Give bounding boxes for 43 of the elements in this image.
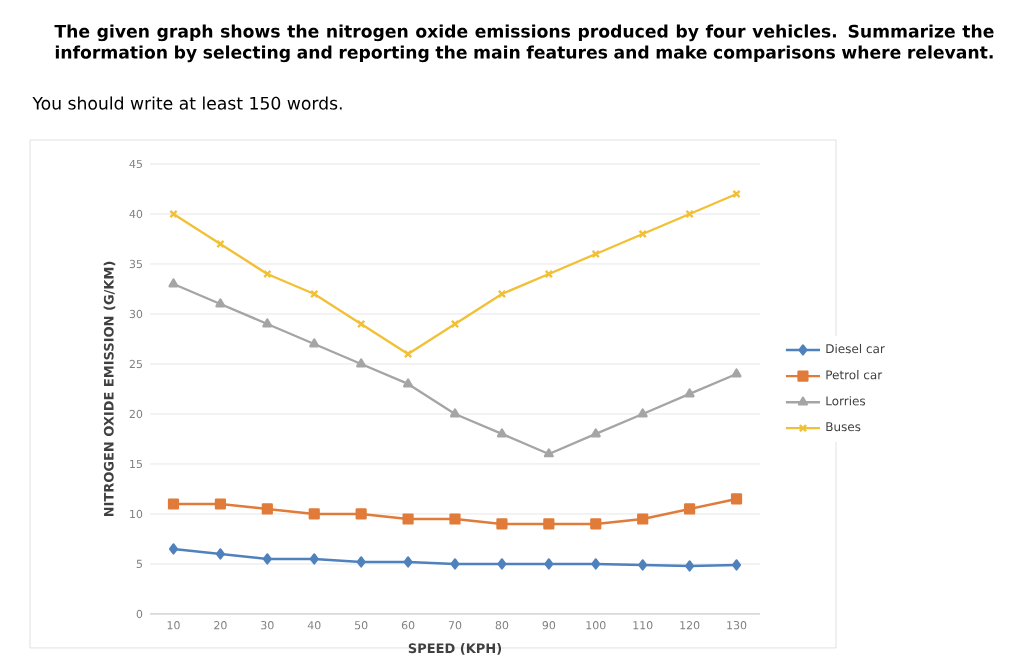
point	[215, 548, 225, 560]
point	[637, 513, 649, 525]
point	[262, 318, 273, 328]
point	[168, 543, 178, 555]
point	[684, 388, 695, 398]
point	[215, 298, 226, 308]
point	[167, 498, 180, 510]
point	[402, 513, 414, 525]
text: You should write at least 150 words.	[32, 96, 342, 110]
point	[403, 556, 413, 568]
point	[214, 498, 226, 510]
point	[261, 503, 273, 515]
point	[543, 518, 555, 530]
point	[449, 513, 461, 525]
point	[590, 518, 602, 530]
point	[543, 448, 554, 458]
point	[730, 493, 743, 505]
point	[356, 556, 366, 568]
point	[638, 559, 648, 571]
point	[168, 278, 179, 288]
point	[590, 428, 601, 438]
point	[450, 558, 460, 570]
point	[496, 518, 508, 530]
point	[731, 368, 742, 378]
point	[262, 553, 272, 565]
point	[309, 338, 320, 348]
point	[732, 559, 742, 571]
point	[216, 239, 225, 249]
point	[355, 508, 367, 520]
point	[685, 560, 695, 572]
point	[685, 209, 694, 219]
point	[449, 408, 461, 418]
point	[637, 408, 648, 418]
point	[496, 428, 507, 438]
point	[403, 378, 414, 388]
point	[497, 558, 507, 570]
chart-title: The given graph shows the nitrogen oxide emissions produced by four vehicles. Summarize the information by selecting and reporting the main features and make comparisons where relevant.	[54, 24, 994, 63]
point	[544, 558, 554, 570]
point	[356, 358, 367, 368]
point	[684, 503, 696, 515]
point	[309, 553, 319, 565]
point	[591, 558, 601, 570]
point	[308, 508, 320, 520]
